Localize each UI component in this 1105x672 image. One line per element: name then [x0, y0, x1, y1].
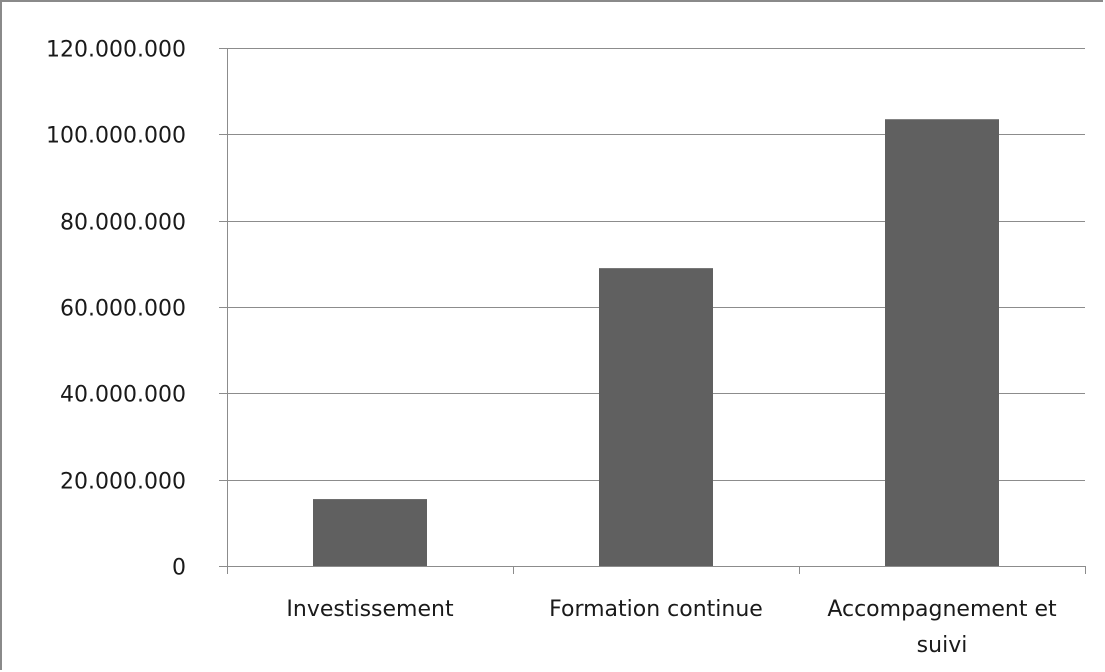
y-tick-label: 40.000.000 [60, 383, 186, 408]
bar [599, 268, 713, 566]
bar [885, 119, 999, 566]
y-tick-label: 60.000.000 [60, 297, 186, 322]
axes [219, 48, 1086, 574]
y-tick-label: 80.000.000 [60, 211, 186, 236]
x-category-label: Formation continue [549, 597, 763, 622]
bar [313, 499, 427, 566]
y-tick-label: 100.000.000 [46, 124, 186, 149]
y-tick-label: 20.000.000 [60, 470, 186, 495]
x-category-label: Investissement [286, 597, 454, 622]
y-tick-label: 0 [172, 556, 186, 581]
x-category-labels: Investissement Formation continue Accompag… [286, 597, 1057, 658]
bars [313, 119, 999, 566]
y-tick-labels: 0 20.000.000 40.000.000 60.000.000 80.000.00… [46, 38, 186, 581]
y-tick-label: 120.000.000 [46, 38, 186, 63]
x-category-label: Accompagnement et suivi [827, 597, 1057, 658]
